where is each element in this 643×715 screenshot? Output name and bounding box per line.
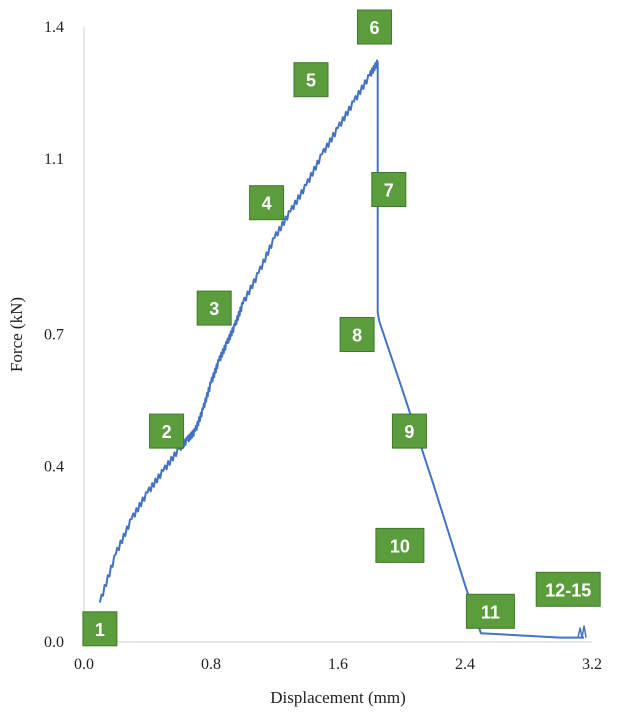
marker-box [391, 413, 427, 449]
marker-box [196, 290, 232, 326]
x-tick-label: 1.6 [328, 656, 348, 673]
y-tick-label: 0.0 [44, 634, 64, 651]
marker-1: 1 [82, 611, 118, 647]
marker-5: 5 [293, 62, 329, 98]
marker-9: 9 [391, 413, 427, 449]
marker-label: 5 [306, 71, 316, 91]
marker-box [535, 571, 601, 607]
marker-label: 1 [95, 620, 105, 640]
y-axis-title: Force (kN) [7, 297, 26, 372]
marker-6: 6 [357, 9, 392, 45]
x-tick-label: 0.8 [201, 656, 221, 673]
y-tick-label: 0.4 [44, 458, 64, 475]
marker-2: 2 [149, 413, 185, 449]
marker-label: 3 [209, 299, 219, 319]
marker-label: 4 [262, 194, 272, 214]
marker-11: 11 [465, 593, 515, 629]
axes [83, 27, 592, 643]
marker-box [82, 611, 118, 647]
marker-box [149, 413, 185, 449]
marker-box [371, 172, 407, 207]
marker-box [249, 185, 285, 221]
marker-label: 12-15 [545, 580, 591, 600]
x-tick-labels: 0.0 0.8 1.6 2.4 3.2 [74, 656, 602, 673]
y-tick-labels: 0.0 0.4 0.7 1.1 1.4 [44, 19, 64, 651]
marker-8: 8 [339, 317, 375, 352]
series-line [98, 59, 585, 639]
marker-7: 7 [371, 172, 407, 207]
marker-box [293, 62, 329, 98]
marker-box [375, 527, 425, 563]
marker-label: 2 [162, 422, 172, 442]
marker-layer: 1 2 3 4 5 6 7 8 9 10 11 12-15 [82, 9, 601, 647]
marker-4: 4 [249, 185, 285, 221]
marker-box [465, 593, 515, 629]
x-tick-label: 0.0 [74, 656, 94, 673]
x-axis-title: Displacement (mm) [270, 688, 406, 707]
marker-label: 11 [481, 602, 500, 622]
y-tick-label: 1.4 [44, 19, 64, 36]
series-layer [98, 59, 587, 639]
marker-label: 9 [404, 422, 414, 442]
x-tick-label: 3.2 [582, 656, 602, 673]
marker-label: 8 [352, 326, 362, 346]
marker-box [357, 9, 392, 45]
marker-10: 10 [375, 527, 425, 563]
x-tick-label: 2.4 [455, 656, 475, 673]
series-end-noise [577, 625, 587, 638]
y-tick-label: 1.1 [44, 151, 64, 168]
marker-label: 6 [369, 18, 379, 38]
marker-label: 10 [390, 536, 410, 556]
marker-box [339, 317, 375, 352]
y-tick-label: 0.7 [44, 327, 64, 344]
marker-12-15: 12-15 [535, 571, 601, 607]
marker-label: 7 [384, 181, 394, 201]
marker-3: 3 [196, 290, 232, 326]
